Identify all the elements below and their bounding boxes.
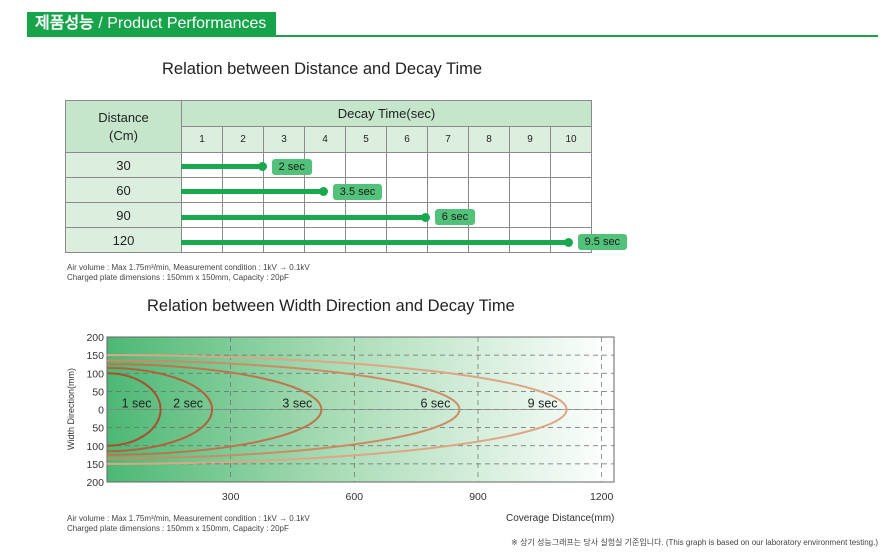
x-axis-label: Coverage Distance(mm): [506, 513, 614, 524]
y-tick-label: 200: [86, 477, 104, 489]
decay-label: 2 sec: [271, 158, 312, 175]
curve-label: 1 sec: [122, 397, 152, 411]
chart1-note-line1: Air volume : Max 1.75m³/min, Measurement…: [67, 263, 310, 272]
tick-label: 10: [550, 126, 592, 153]
decay-endpoint: [319, 187, 329, 197]
chart2-note-line1: Air volume : Max 1.75m³/min, Measurement…: [67, 514, 310, 523]
section-title-en: / Product Performances: [93, 15, 267, 32]
y-tick-label: 200: [86, 332, 104, 344]
curve-label: 2 sec: [173, 397, 203, 411]
axes: 200 150 100 50 0 50 100 150 200 300 600 900 1200: [86, 332, 613, 503]
distance-header-line2: (Cm): [109, 127, 138, 143]
y-tick-label: 50: [92, 386, 104, 398]
y-tick-label: 100: [86, 441, 104, 453]
curve-label: 9 sec: [528, 397, 558, 411]
decay-bar: [181, 214, 426, 220]
section-divider: [27, 35, 878, 37]
decay-endpoint: [421, 212, 431, 222]
decay-curve: [106, 366, 214, 453]
tick-label: 2: [222, 126, 264, 153]
decay-curve: [106, 354, 568, 465]
chart2-note-line2: Charged plate dimensions : 150mm x 150mm…: [67, 524, 289, 533]
decay-curve: [106, 359, 461, 460]
decay-curve: [106, 363, 323, 456]
x-tick-label: 1200: [590, 491, 614, 503]
distance-cell: 120: [65, 227, 182, 253]
y-axis-label: Width Direction(mm): [66, 368, 76, 450]
decay-endpoint: [258, 162, 268, 172]
section-title-ko: 제품성능: [35, 15, 94, 32]
section-header: 제품성능 / Product Performances: [27, 12, 277, 36]
x-tick-label: 600: [346, 491, 364, 503]
distance-header-line1: Distance: [98, 109, 149, 125]
footnote: ※ 상기 성능그래프는 당사 실험실 기준입니다. (This graph is…: [511, 538, 878, 547]
decay-label: 9.5 sec: [577, 234, 628, 251]
y-tick-label: 0: [98, 405, 104, 417]
decay-bar: [181, 189, 324, 195]
x-tick-label: 900: [469, 491, 487, 503]
x-tick-label: 300: [222, 491, 240, 503]
chart1-title: Relation between Distance and Decay Time: [162, 60, 483, 78]
decay-bar: [181, 164, 263, 170]
tick-label: 5: [345, 126, 387, 153]
curve-label: 6 sec: [420, 397, 450, 411]
chart2-title: Relation between Width Direction and Dec…: [147, 297, 515, 315]
decay-curves: 1 sec 2 sec 3 sec 6 sec 9 sec: [106, 354, 568, 465]
chart1-note-line2: Charged plate dimensions : 150mm x 150mm…: [67, 273, 289, 282]
decay-curve: [106, 372, 162, 447]
curve-label: 3 sec: [282, 397, 312, 411]
chart1-note: Air volume : Max 1.75m³/min, Measurement…: [67, 263, 310, 283]
y-tick-label: 150: [86, 459, 104, 471]
tick-row: 1 2 3 4 5 6 7 8 9 10: [66, 126, 592, 153]
tick-label: 9: [509, 126, 551, 153]
y-tick-label: 50: [92, 423, 104, 435]
distance-header: Distance (Cm): [65, 100, 182, 153]
tick-label: 4: [304, 126, 346, 153]
decay-endpoint: [564, 237, 574, 247]
decay-bar: [181, 239, 569, 245]
tick-label: 1: [181, 126, 223, 153]
tick-label: 8: [468, 126, 510, 153]
y-tick-label: 150: [86, 350, 104, 362]
decay-label: 6 sec: [434, 209, 476, 225]
y-tick-label: 100: [86, 368, 104, 380]
chart2-note: Air volume : Max 1.75m³/min, Measurement…: [67, 514, 310, 534]
decay-label: 3.5 sec: [332, 183, 383, 200]
